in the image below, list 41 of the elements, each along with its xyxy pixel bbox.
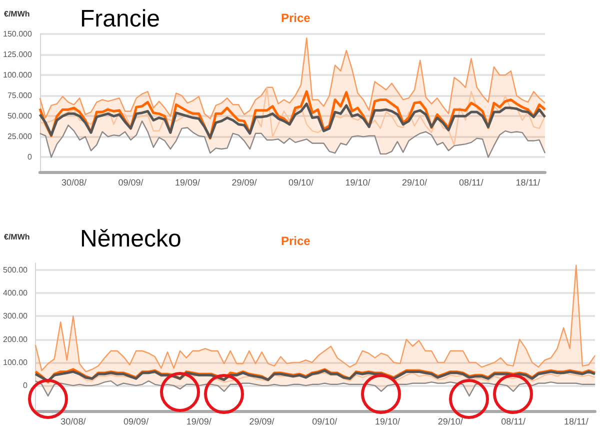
chart-subtitle: Price xyxy=(281,234,311,248)
x-tick-label: 30/08/ xyxy=(61,178,87,188)
x-tick-label: 29/10/ xyxy=(402,178,428,188)
x-tick-label: 08/11/ xyxy=(501,416,526,426)
x-tick-label: 18/11/ xyxy=(516,178,541,188)
x-tick-label: 09/10/ xyxy=(312,416,338,426)
y-tick-label: 75.000 xyxy=(7,91,32,100)
y-tick-label: 300.00 xyxy=(3,312,28,321)
x-tick-label: 18/11/ xyxy=(564,416,589,426)
y-tick-label: 100.00 xyxy=(3,358,28,367)
chart-subtitle: Price xyxy=(281,11,311,25)
y-tick-label: 50.000 xyxy=(7,112,32,121)
x-tick-label: 30/08/ xyxy=(60,416,86,426)
line-series xyxy=(34,264,596,372)
y-tick-label: 25.000 xyxy=(7,132,32,142)
y-axis-title: €/MWh xyxy=(4,10,30,18)
x-tick-label: 29/09/ xyxy=(249,416,275,426)
chart-title: Německo xyxy=(80,226,182,252)
y-tick-label: 0 xyxy=(27,152,32,162)
x-tick-label: 29/10/ xyxy=(438,416,464,426)
chart-title: Francie xyxy=(80,6,160,32)
x-tick-label: 08/11/ xyxy=(459,178,484,188)
line-series xyxy=(38,102,546,139)
x-tick-label: 19/10/ xyxy=(375,416,401,426)
y-tick-label: 500.00 xyxy=(3,265,28,274)
x-tick-label: 09/09/ xyxy=(118,178,144,188)
line-series xyxy=(39,38,546,120)
y-tick-label: 125.000 xyxy=(2,50,32,60)
x-tick-label: 19/09/ xyxy=(186,416,212,426)
y-tick-label: 150.000 xyxy=(2,30,32,38)
x-tick-label: 19/10/ xyxy=(345,178,371,188)
y-tick-label: 100.000 xyxy=(2,70,32,80)
x-tick-label: 09/10/ xyxy=(288,178,314,188)
x-tick-label: 29/09/ xyxy=(232,178,258,188)
x-tick-label: 09/09/ xyxy=(124,416,150,426)
x-tick-label: 19/09/ xyxy=(174,178,200,188)
y-tick-label: 400.00 xyxy=(3,288,28,298)
y-axis-title: €/MWh xyxy=(4,232,30,242)
y-tick-label: 0 xyxy=(23,381,28,390)
line-series xyxy=(39,120,546,158)
y-tick-label: 200.00 xyxy=(3,334,28,344)
